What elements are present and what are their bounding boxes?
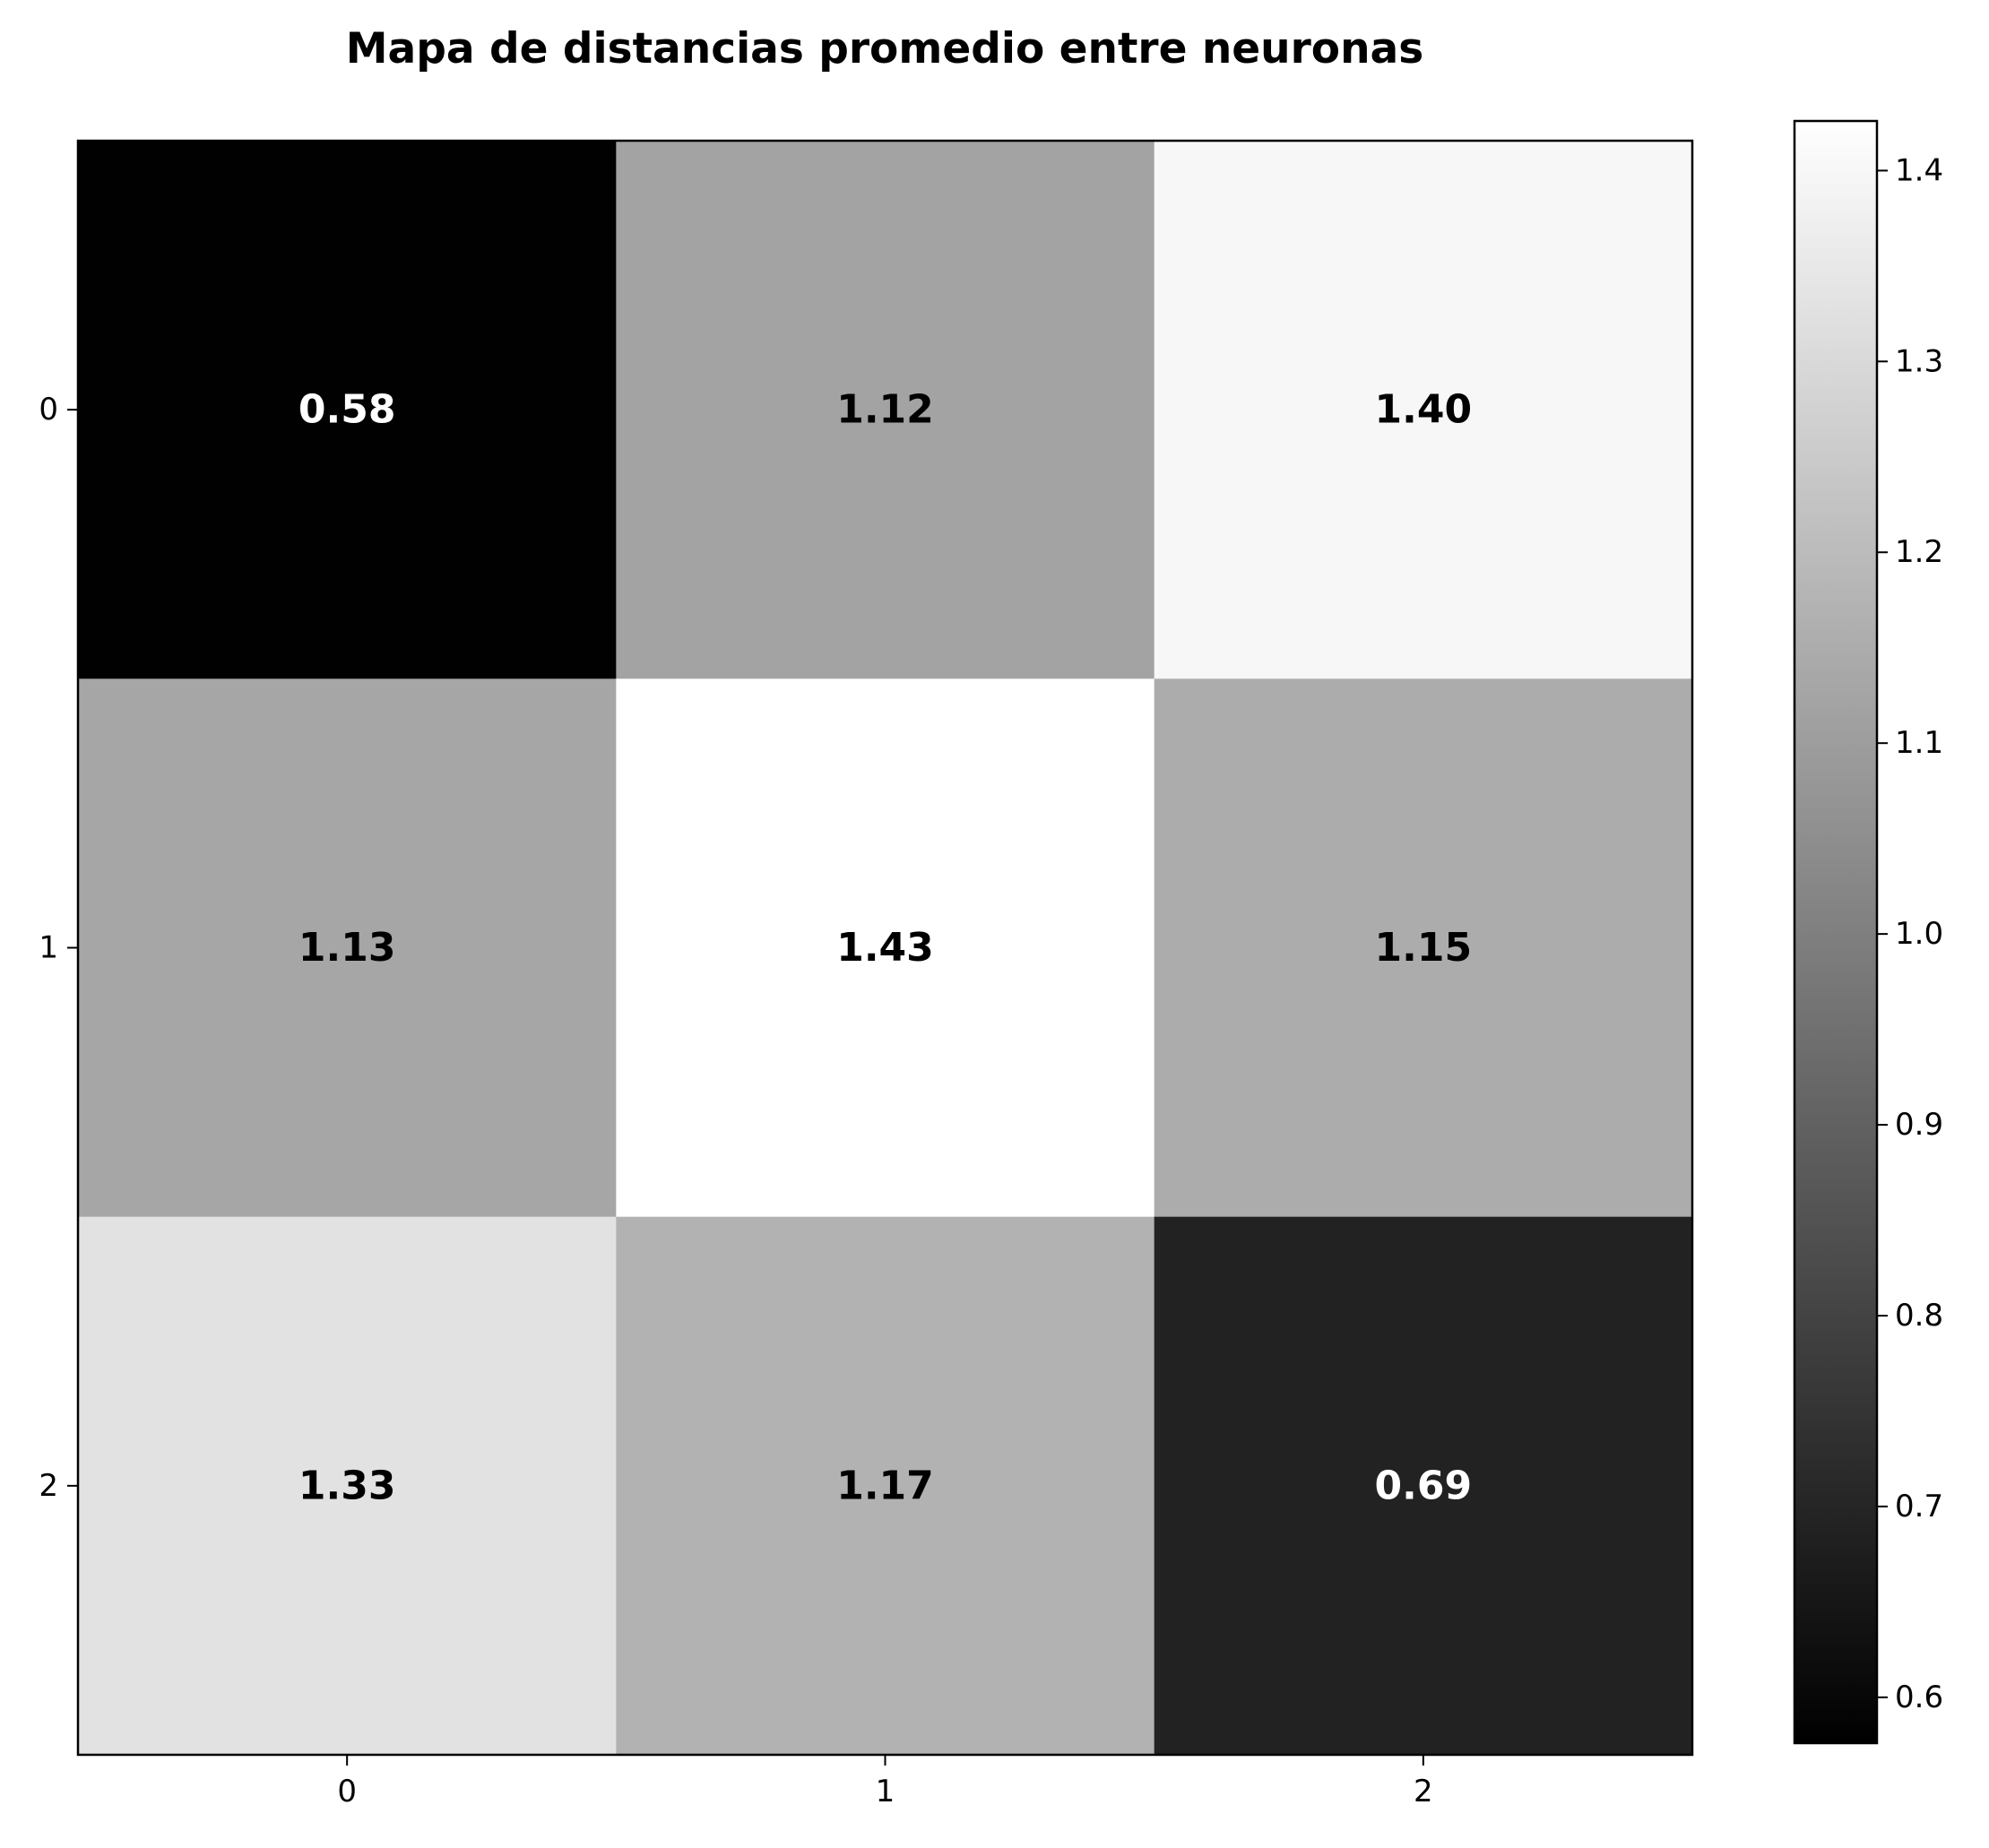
cell-value-label: 0.69	[1375, 1463, 1473, 1508]
colorbar	[1793, 119, 1879, 1745]
y-tick-label: 0	[39, 392, 58, 427]
y-tick-label: 1	[39, 930, 58, 966]
heatmap-cell	[78, 678, 617, 1218]
heatmap-cell	[78, 1216, 617, 1756]
cell-value-label: 1.15	[1375, 925, 1473, 971]
x-axis-ticks: 0 1 2	[337, 1755, 1433, 1809]
heatmap-cell	[616, 678, 1155, 1218]
cell-value-label: 1.33	[298, 1463, 396, 1508]
cell-value-label: 1.12	[836, 387, 934, 433]
heatmap-cell	[78, 141, 617, 679]
colorbar-tick-label: 1.0	[1895, 916, 1943, 952]
cell-value-label: 1.13	[298, 925, 396, 971]
colorbar-tick-label: 1.4	[1895, 152, 1943, 188]
cell-value-label: 0.58	[298, 387, 396, 433]
colorbar-tick-label: 1.1	[1895, 725, 1943, 761]
heatmap-cell	[616, 1216, 1155, 1756]
y-axis-ticks: 0 1 2	[39, 392, 78, 1504]
heatmap-cell	[616, 141, 1155, 679]
heatmap-cell-labels: 0.58 1.12 1.40 1.13 1.43 1.15 1.33 1.17 0.69	[298, 387, 1472, 1509]
colorbar-tick-label: 1.3	[1895, 343, 1943, 379]
heatmap-cell	[1154, 1216, 1693, 1756]
y-tick-label: 2	[39, 1468, 58, 1504]
x-tick-label: 2	[1414, 1774, 1433, 1809]
colorbar-tick-label: 0.7	[1895, 1489, 1943, 1524]
colorbar-tick-label: 0.8	[1895, 1298, 1943, 1334]
cell-value-label: 1.43	[836, 925, 934, 971]
cell-value-label: 1.17	[836, 1463, 934, 1508]
heatmap-cells	[78, 141, 1693, 1756]
heatmap-cell	[1154, 141, 1693, 679]
colorbar-tick-label: 0.9	[1895, 1107, 1943, 1143]
colorbar-tick-label: 1.2	[1895, 534, 1943, 570]
colorbar-tick-label: 0.6	[1895, 1680, 1943, 1715]
x-tick-label: 1	[876, 1774, 895, 1809]
x-tick-label: 0	[337, 1774, 357, 1809]
chart-title: Mapa de distancias promedio entre neuron…	[346, 24, 1424, 73]
cell-value-label: 1.40	[1375, 387, 1473, 433]
colorbar-ticks: 0.6 0.7 0.8 0.9 1.0 1.1 1.2 1.3 1.4	[1877, 152, 1943, 1715]
heatmap-cell	[1154, 678, 1693, 1218]
